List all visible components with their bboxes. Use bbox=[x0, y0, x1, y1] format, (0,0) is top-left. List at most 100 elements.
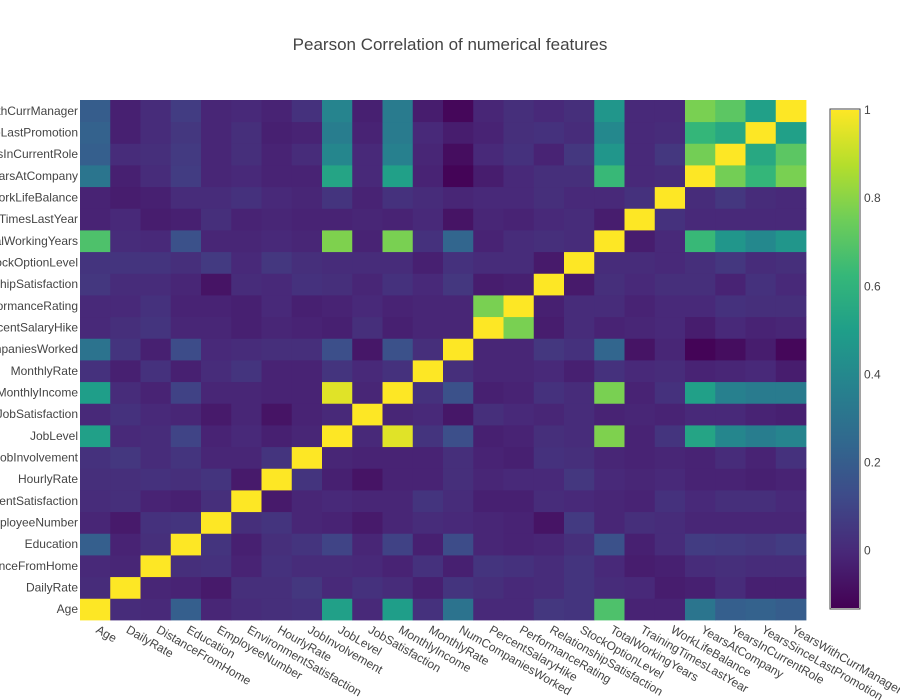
heatmap-cell bbox=[775, 295, 807, 318]
heatmap-cell bbox=[564, 490, 595, 513]
heatmap-cell bbox=[140, 468, 172, 491]
heatmap-cell bbox=[110, 555, 141, 578]
heatmap-cell bbox=[503, 100, 535, 123]
heatmap-cell bbox=[654, 403, 686, 426]
heatmap-cell bbox=[201, 295, 232, 318]
heatmap-cell bbox=[261, 598, 293, 621]
heatmap-cell bbox=[624, 511, 656, 534]
heatmap-cell bbox=[473, 360, 504, 383]
heatmap-cell bbox=[715, 446, 746, 469]
heatmap-cell bbox=[201, 425, 232, 448]
heatmap-cell bbox=[201, 186, 232, 209]
heatmap-cell bbox=[685, 511, 716, 534]
heatmap-cell bbox=[140, 511, 172, 534]
heatmap-cell bbox=[80, 403, 111, 426]
heatmap-cell bbox=[624, 186, 656, 209]
heatmap-cell bbox=[322, 316, 353, 339]
heatmap-cell bbox=[443, 208, 474, 231]
heatmap-cell bbox=[261, 121, 293, 144]
heatmap-cell bbox=[80, 186, 111, 209]
heatmap-cell bbox=[110, 338, 141, 361]
heatmap-cell bbox=[352, 490, 383, 513]
heatmap-cell bbox=[533, 468, 565, 491]
heatmap-cell bbox=[715, 338, 746, 361]
heatmap-cell bbox=[291, 555, 323, 578]
heatmap-cell bbox=[261, 165, 293, 188]
heatmap-cell bbox=[382, 316, 414, 339]
heatmap-cell bbox=[715, 598, 746, 621]
heatmap-cell bbox=[443, 425, 474, 448]
heatmap-cell bbox=[775, 360, 807, 383]
heatmap-cell bbox=[382, 273, 414, 296]
heatmap-cell bbox=[261, 381, 293, 404]
heatmap-cell bbox=[654, 533, 686, 556]
y-tick-label: PercentSalaryHike bbox=[0, 321, 78, 335]
heatmap-cell bbox=[291, 446, 323, 469]
heatmap-cell bbox=[685, 598, 716, 621]
heatmap-cell bbox=[503, 598, 535, 621]
heatmap-cell bbox=[352, 338, 383, 361]
heatmap-cell bbox=[503, 490, 535, 513]
heatmap-cell bbox=[715, 381, 746, 404]
heatmap-cell bbox=[443, 316, 474, 339]
heatmap-cell bbox=[291, 490, 323, 513]
heatmap-cell bbox=[715, 403, 746, 426]
heatmap-cell bbox=[624, 316, 656, 339]
heatmap-cell bbox=[745, 403, 777, 426]
heatmap-cell bbox=[624, 273, 656, 296]
heatmap-cell bbox=[80, 555, 111, 578]
y-tick-label: MonthlyIncome bbox=[0, 386, 78, 400]
colorbar-tick-label: 0.2 bbox=[864, 456, 881, 470]
heatmap-cell bbox=[594, 381, 625, 404]
heatmap-cell bbox=[473, 230, 504, 253]
heatmap-cell bbox=[443, 576, 474, 599]
heatmap-cell bbox=[564, 511, 595, 534]
heatmap-cell bbox=[231, 468, 262, 491]
heatmap-cell bbox=[775, 576, 807, 599]
heatmap-cell bbox=[140, 230, 172, 253]
heatmap-cell bbox=[170, 360, 202, 383]
heatmap-cell bbox=[140, 251, 172, 274]
heatmap-cell bbox=[110, 295, 141, 318]
heatmap-cell bbox=[80, 208, 111, 231]
heatmap-cell bbox=[291, 295, 323, 318]
heatmap-cell bbox=[533, 208, 565, 231]
heatmap-cell bbox=[503, 403, 535, 426]
heatmap-cell bbox=[201, 273, 232, 296]
heatmap-cell bbox=[382, 360, 414, 383]
heatmap-cell bbox=[261, 360, 293, 383]
heatmap-cell bbox=[654, 316, 686, 339]
heatmap-cell bbox=[291, 273, 323, 296]
heatmap-cell bbox=[80, 381, 111, 404]
heatmap-cell bbox=[110, 598, 141, 621]
heatmap-cell bbox=[412, 468, 444, 491]
heatmap-cell bbox=[775, 186, 807, 209]
heatmap-cell bbox=[322, 403, 353, 426]
heatmap-cell bbox=[201, 446, 232, 469]
heatmap-cell bbox=[443, 533, 474, 556]
heatmap-cell bbox=[201, 490, 232, 513]
heatmap-cell bbox=[685, 446, 716, 469]
heatmap-cell bbox=[685, 121, 716, 144]
heatmap-cell bbox=[594, 165, 625, 188]
heatmap-cell bbox=[443, 338, 474, 361]
heatmap-cell bbox=[291, 598, 323, 621]
heatmap-cell bbox=[201, 338, 232, 361]
heatmap-cell bbox=[352, 555, 383, 578]
heatmap-cell bbox=[624, 100, 656, 123]
heatmap-cell bbox=[140, 143, 172, 166]
heatmap-cell bbox=[170, 511, 202, 534]
chart-title: Pearson Correlation of numerical feature… bbox=[293, 35, 608, 54]
heatmap-cell bbox=[322, 533, 353, 556]
heatmap-cell bbox=[201, 251, 232, 274]
heatmap-cell bbox=[473, 295, 504, 318]
heatmap-cell bbox=[352, 381, 383, 404]
heatmap-cell bbox=[715, 251, 746, 274]
heatmap-cell bbox=[352, 511, 383, 534]
heatmap-cell bbox=[533, 273, 565, 296]
heatmap-cell bbox=[594, 576, 625, 599]
heatmap-cell bbox=[80, 446, 111, 469]
heatmap-cell bbox=[715, 468, 746, 491]
heatmap-cell bbox=[231, 316, 262, 339]
heatmap-cell bbox=[80, 121, 111, 144]
